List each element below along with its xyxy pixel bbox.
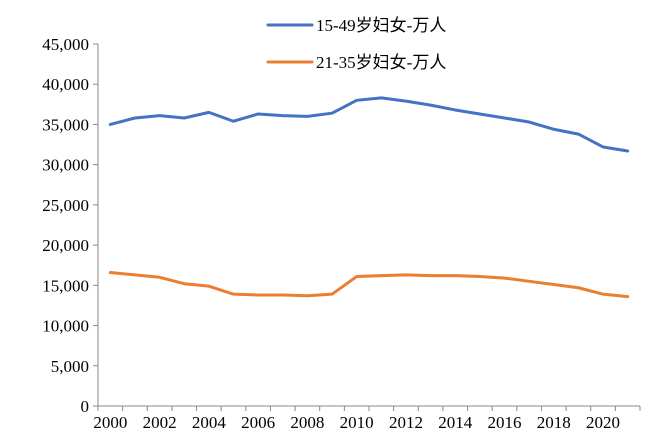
x-tick-label: 2016 xyxy=(488,413,522,432)
x-tick-label: 2000 xyxy=(93,413,127,432)
x-tick-label: 2018 xyxy=(537,413,571,432)
legend-label: 15-49岁妇女-万人 xyxy=(316,16,446,35)
x-tick-label: 2020 xyxy=(586,413,620,432)
x-tick-label: 2002 xyxy=(143,413,177,432)
x-tick-label: 2004 xyxy=(192,413,227,432)
legend-entry-2: 21-35岁妇女-万人 xyxy=(266,53,446,72)
y-tick-label: 30,000 xyxy=(42,156,89,175)
y-tick-label: 10,000 xyxy=(42,317,89,336)
x-tick-label: 2014 xyxy=(438,413,473,432)
y-tick-label: 15,000 xyxy=(42,276,89,295)
legend-entry-1: 15-49岁妇女-万人 xyxy=(266,16,446,35)
y-tick-label: 35,000 xyxy=(42,115,89,134)
y-tick-label: 40,000 xyxy=(42,75,89,94)
x-axis: 2000 2002 2004 2006 2008 2010 2012 2014 2016 2018… xyxy=(93,405,641,432)
series-layer xyxy=(108,96,630,299)
x-tick-label: 2012 xyxy=(389,413,423,432)
legend: 15-49岁妇女-万人 21-35岁妇女-万人 xyxy=(266,16,446,72)
legend-label: 21-35岁妇女-万人 xyxy=(316,53,446,72)
y-axis: 0 5,000 10,000 15,000 20,000 25,000 30,000 35,0… xyxy=(42,35,99,416)
y-tick-label: 0 xyxy=(81,397,90,416)
x-tick-label: 2010 xyxy=(340,413,374,432)
series-line-1 xyxy=(108,96,630,153)
y-tick-label: 5,000 xyxy=(51,357,89,376)
y-tick-label: 25,000 xyxy=(42,196,89,215)
x-tick-label: 2008 xyxy=(290,413,324,432)
y-tick-label: 20,000 xyxy=(42,236,89,255)
x-tick-label: 2006 xyxy=(241,413,275,432)
y-tick-label: 45,000 xyxy=(42,35,89,54)
series-line-2 xyxy=(108,270,630,299)
